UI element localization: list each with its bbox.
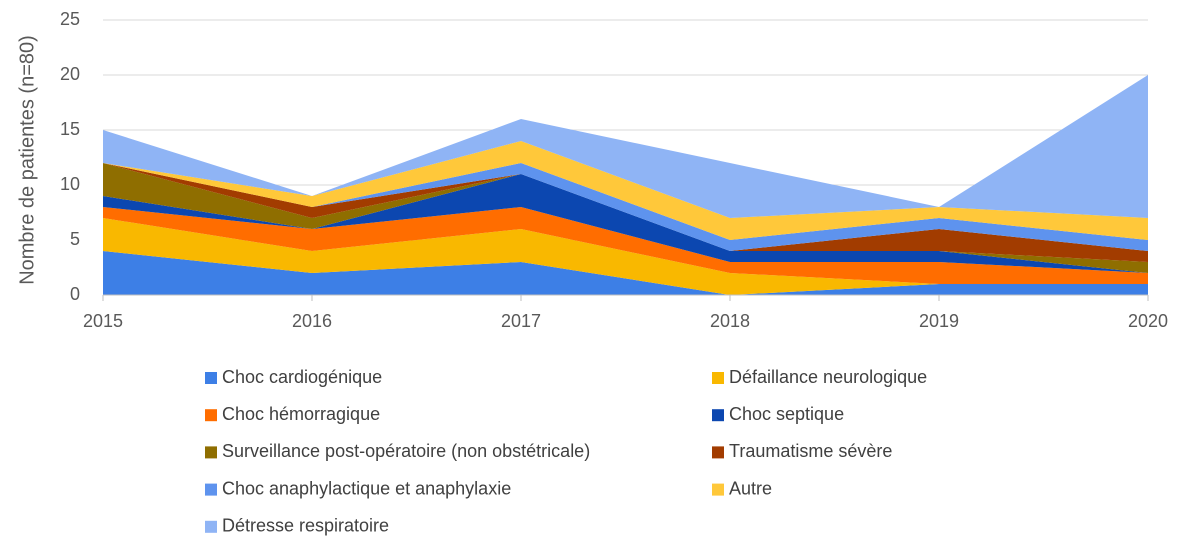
- x-tick-label: 2017: [501, 311, 541, 331]
- legend-label: Choc hémorragique: [222, 404, 380, 424]
- legend-label: Choc anaphylactique et anaphylaxie: [222, 478, 511, 498]
- legend-label: Détresse respiratoire: [222, 516, 389, 536]
- x-tick-label: 2018: [710, 311, 750, 331]
- legend-label: Traumatisme sévère: [729, 441, 892, 461]
- legend-swatch: [205, 520, 217, 533]
- y-tick-label: 0: [70, 284, 80, 304]
- area: [103, 251, 1148, 295]
- y-tick-label: 15: [60, 119, 80, 139]
- area: [103, 207, 1148, 284]
- area: [103, 163, 1148, 251]
- y-tick-label: 20: [60, 64, 80, 84]
- legend-swatch: [205, 483, 217, 496]
- x-tick-label: 2015: [83, 311, 123, 331]
- legend-swatch: [712, 409, 724, 422]
- legend-swatch: [205, 372, 217, 384]
- legend-label: Choc septique: [729, 404, 844, 424]
- area: [103, 75, 1148, 218]
- legend-label: Défaillance neurologique: [729, 367, 927, 387]
- x-tick-label: 2016: [292, 311, 332, 331]
- legend-swatch: [712, 372, 724, 384]
- legend-swatch: [205, 446, 217, 459]
- legend-swatch: [712, 446, 724, 459]
- area: [103, 163, 1148, 262]
- area: [103, 141, 1148, 240]
- y-tick-label: 10: [60, 174, 80, 194]
- legend: Choc cardiogénique Défaillance neurologiq…: [205, 367, 927, 536]
- area: [103, 218, 1148, 295]
- legend-label: Choc cardiogénique: [222, 367, 382, 387]
- y-tick-label: 5: [70, 229, 80, 249]
- x-tick-label: 2019: [919, 311, 959, 331]
- y-tick-label: 25: [60, 9, 80, 29]
- plot-area: [103, 19, 1148, 296]
- legend-swatch: [712, 483, 724, 496]
- legend-swatch: [205, 409, 217, 422]
- legend-label: Autre: [729, 478, 772, 498]
- area: [103, 174, 1148, 273]
- legend-label: Surveillance post-opératoire (non obstét…: [222, 441, 590, 461]
- y-axis-label: Nombre de patientes (n=80): [16, 35, 38, 285]
- x-tick-label: 2020: [1128, 311, 1168, 331]
